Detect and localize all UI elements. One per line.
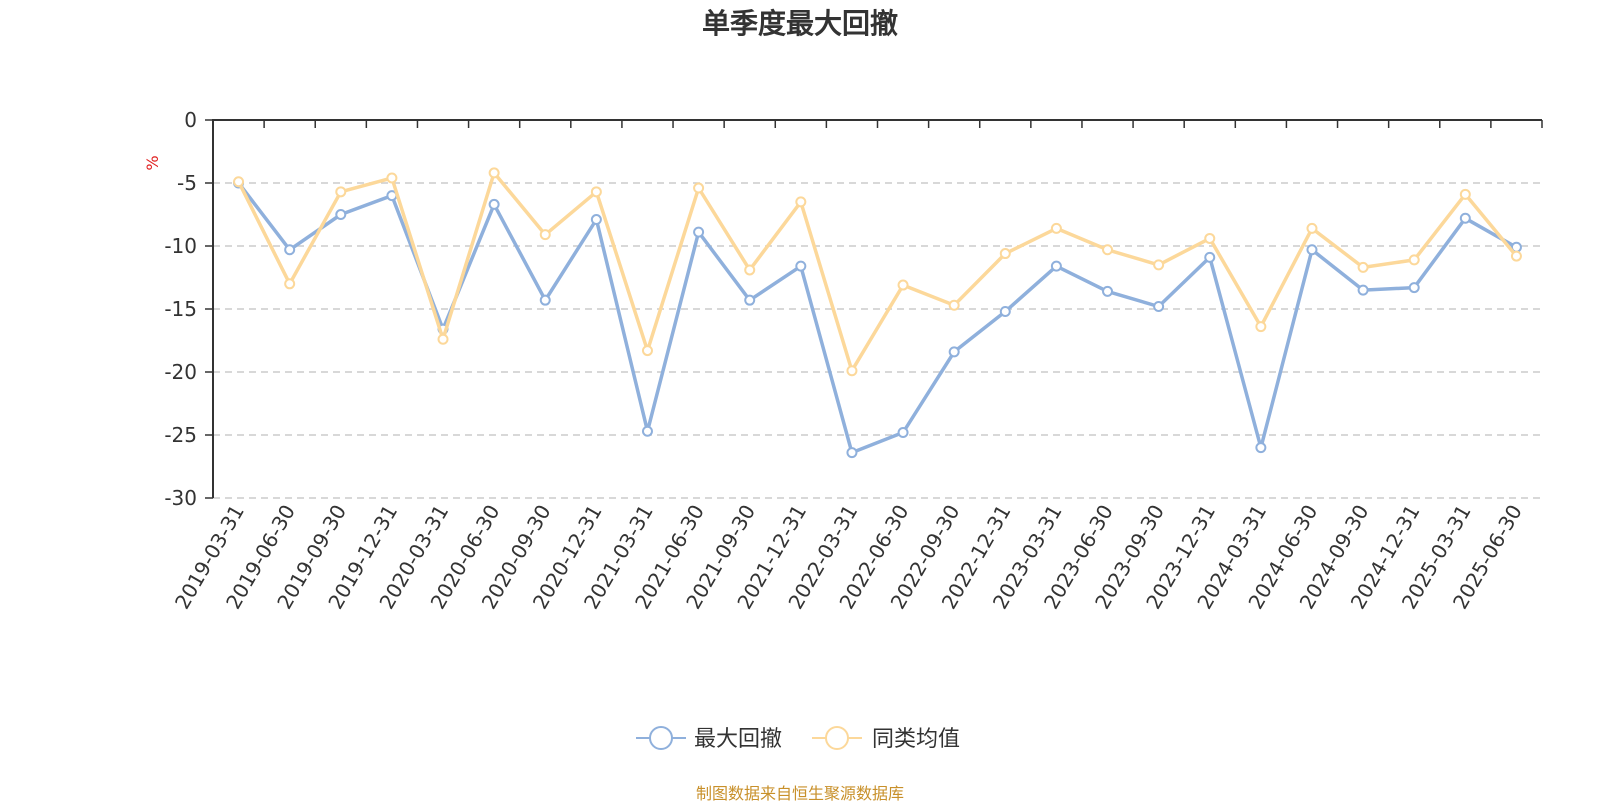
data-point (386, 172, 398, 184)
data-point (897, 279, 909, 291)
data-point (1306, 222, 1318, 234)
data-point (335, 186, 347, 198)
data-point (335, 209, 347, 220)
data-point (539, 294, 551, 306)
data-point (693, 226, 705, 238)
data-point (1050, 222, 1062, 234)
data-point (488, 198, 500, 210)
data-point (641, 425, 653, 437)
data-point (1408, 254, 1420, 266)
data-point (846, 447, 858, 459)
data-point (437, 333, 449, 345)
data-point (744, 264, 756, 276)
data-point (999, 306, 1011, 318)
data-point (1204, 232, 1216, 244)
y-tick-label: -25 (164, 423, 197, 447)
data-point (284, 278, 296, 290)
data-point (948, 299, 960, 311)
data-point (590, 186, 602, 198)
legend-label: 同类均值 (872, 727, 960, 752)
data-point (897, 426, 909, 438)
data-point (1459, 188, 1471, 200)
data-point (488, 167, 500, 179)
series-line-2 (237, 171, 1518, 373)
data-point (1510, 250, 1522, 262)
data-point (1408, 282, 1420, 294)
data-point (846, 365, 858, 377)
data-point (1050, 260, 1062, 272)
y-tick-label: -15 (164, 297, 197, 321)
legend-marker (825, 726, 849, 750)
legend-marker (649, 726, 673, 750)
data-point (641, 345, 653, 357)
legend-label: 最大回撤 (694, 727, 782, 752)
data-point (1357, 261, 1369, 273)
data-point (795, 260, 807, 272)
data-point (284, 244, 296, 256)
data-point (539, 229, 551, 241)
data-point (1153, 259, 1165, 271)
data-point (795, 196, 807, 208)
data-point (1204, 251, 1216, 263)
data-point (1102, 244, 1114, 256)
data-point (1306, 244, 1318, 256)
y-axis-unit: % (143, 155, 162, 170)
y-tick-label: 0 (184, 108, 197, 132)
data-point (999, 248, 1011, 260)
data-point (948, 346, 960, 358)
data-point (1357, 284, 1369, 296)
y-tick-label: -10 (164, 234, 197, 258)
data-point (1153, 300, 1165, 312)
y-tick-label: -5 (177, 171, 197, 195)
data-point (1459, 212, 1471, 224)
series-line-1 (237, 181, 1518, 455)
data-point (1255, 442, 1267, 454)
y-tick-label: -30 (164, 486, 197, 510)
data-point (590, 214, 602, 226)
y-tick-label: -20 (164, 360, 197, 384)
data-point (1255, 321, 1267, 333)
source-note: 制图数据来自恒生聚源数据库 (695, 784, 904, 803)
data-point (744, 294, 756, 306)
chart-title: 单季度最大回撤 (701, 7, 898, 40)
data-point (693, 182, 705, 194)
data-point (233, 176, 245, 188)
data-point (1102, 285, 1114, 297)
